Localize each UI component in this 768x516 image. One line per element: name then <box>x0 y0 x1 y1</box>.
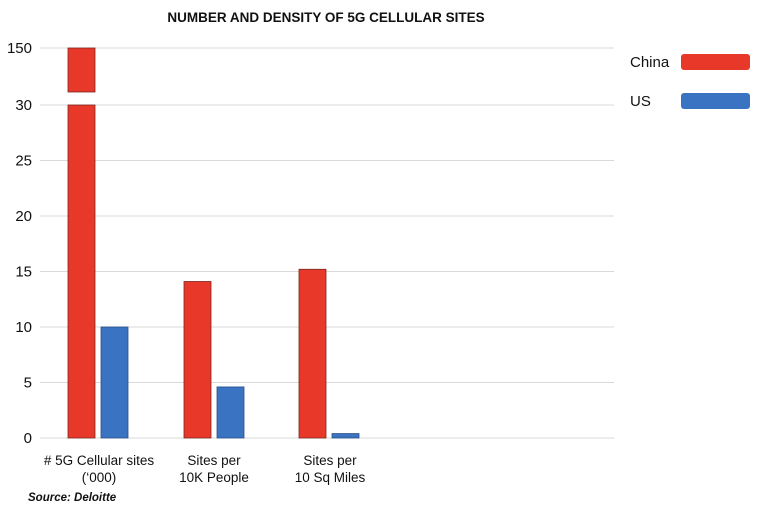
bar-china-2 <box>298 268 327 439</box>
bar-us-0 <box>100 326 129 439</box>
bar-us-2 <box>331 433 360 439</box>
bar-china-0-lower <box>67 104 96 439</box>
x-category-label: Sites per 10 Sq Miles <box>295 453 366 485</box>
y-tick-label: 5 <box>24 375 32 392</box>
y-tick-label: 30 <box>15 97 32 114</box>
chart-title: NUMBER AND DENSITY OF 5G CELLULAR SITES <box>167 10 484 25</box>
bar-us-1 <box>216 386 245 439</box>
bar-china-0-upper <box>67 47 96 93</box>
bar-china-1 <box>183 281 212 439</box>
legend-label: China <box>630 54 670 71</box>
y-tick-label: 150 <box>7 40 32 57</box>
y-axis-ticks: 0 5 10 15 20 25 30 150 <box>7 40 32 447</box>
legend-swatch-us <box>681 93 750 109</box>
y-tick-label: 10 <box>15 319 32 336</box>
y-tick-label: 25 <box>15 153 32 170</box>
legend-label: US <box>630 93 651 110</box>
y-tick-label: 15 <box>15 264 32 281</box>
legend: China US <box>630 54 750 110</box>
legend-swatch-china <box>681 54 750 70</box>
gridlines <box>40 47 614 439</box>
y-tick-label: 20 <box>15 208 32 225</box>
x-category-label: Sites per 10K People <box>179 453 249 485</box>
x-category-label: # 5G Cellular sites (‘000) <box>44 453 155 485</box>
y-tick-label: 0 <box>24 430 32 447</box>
bars <box>67 47 360 439</box>
x-axis-categories: # 5G Cellular sites (‘000) Sites per 10K Pe… <box>44 453 366 485</box>
source-note: Source: Deloitte <box>28 492 117 504</box>
